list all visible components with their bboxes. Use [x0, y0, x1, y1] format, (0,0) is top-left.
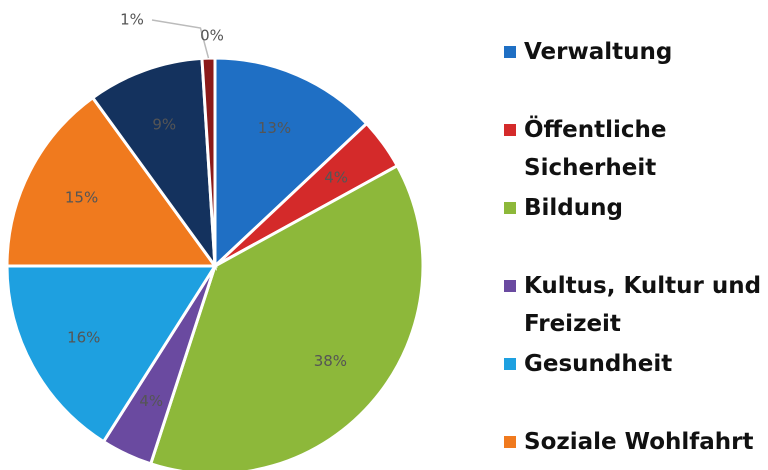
data-label: 16%: [67, 329, 100, 347]
legend-label: Öffentliche Sicherheit: [524, 115, 667, 181]
legend-line: Kultus, Kultur und: [524, 273, 761, 299]
data-label: 0%: [200, 27, 224, 45]
legend-line: Gesundheit: [524, 351, 672, 377]
data-label: 13%: [258, 119, 291, 137]
legend-swatch: [504, 358, 516, 370]
pie-slice: [213, 56, 369, 270]
pie-slice: [5, 95, 218, 268]
legend-line: Öffentliche: [524, 115, 667, 143]
legend-line: Sicherheit: [524, 155, 656, 181]
pie-slice: [90, 56, 217, 272]
pie-slice: [148, 163, 425, 470]
leader-line: [151, 19, 210, 59]
data-label: 38%: [314, 352, 347, 370]
legend-line: Soziale Wohlfahrt: [524, 429, 754, 455]
legend-label: Verwaltung: [524, 39, 672, 65]
legend-line: Freizeit: [524, 311, 621, 337]
legend-swatch: [504, 46, 516, 58]
legend-label: Soziale Wohlfahrt: [524, 429, 754, 455]
data-label: 4%: [324, 168, 348, 186]
legend-swatch: [504, 202, 516, 214]
legend-label: Gesundheit: [524, 351, 672, 377]
pie-slice: [5, 264, 218, 444]
legend-swatch: [504, 436, 516, 448]
legend-line: Verwaltung: [524, 39, 672, 65]
legend-swatch: [504, 280, 516, 292]
data-label: 1%: [120, 11, 144, 29]
data-label: 9%: [152, 116, 176, 134]
legend-label: Kultus, Kultur und Freizeit: [524, 273, 761, 337]
legend-label: Bildung: [524, 195, 623, 221]
data-label: 4%: [139, 392, 163, 410]
data-label: 15%: [65, 189, 98, 207]
legend-swatch: [504, 124, 516, 136]
legend-line: Bildung: [524, 195, 623, 221]
